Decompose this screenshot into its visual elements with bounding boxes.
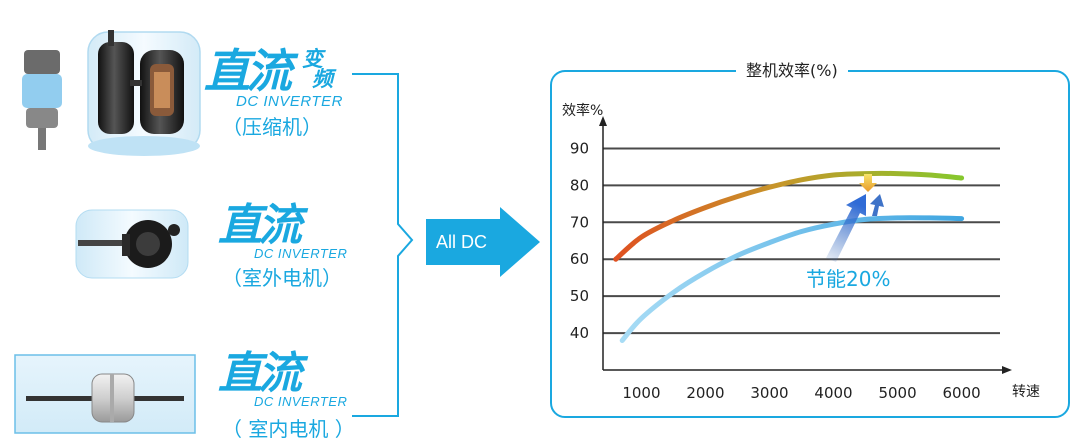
indoor-motor-image bbox=[14, 354, 196, 434]
logo-char-pin: 频 bbox=[312, 66, 333, 91]
y-axis-label: 效率% bbox=[562, 102, 603, 119]
all-dc-label: All DC bbox=[436, 232, 488, 252]
dc-inverter-logo-text: 直流 bbox=[218, 200, 302, 251]
saving-arrow-up-large bbox=[826, 194, 866, 262]
dc-inverter-logo-text: 直流 bbox=[204, 44, 292, 98]
compressor-image bbox=[22, 30, 201, 156]
y-tick-label: 40 bbox=[570, 324, 589, 342]
dc-inverter-label: DC INVERTER bbox=[254, 246, 348, 261]
dc-inverter-logo-text: 直流 bbox=[218, 348, 302, 399]
logo-char-bian: 变 bbox=[302, 46, 323, 71]
y-tick-label: 70 bbox=[570, 213, 589, 231]
dc-inverter-label: DC INVERTER bbox=[236, 93, 343, 110]
series-line-lower bbox=[619, 215, 965, 343]
x-tick-label: 4000 bbox=[814, 384, 852, 402]
y-tick-label: 90 bbox=[570, 139, 589, 157]
saving-arrow-down bbox=[859, 174, 877, 192]
x-tick-label: 3000 bbox=[750, 384, 788, 402]
all-dc-arrow bbox=[426, 207, 540, 277]
dc-inverter-label: DC INVERTER bbox=[254, 394, 348, 409]
y-axis-arrowhead bbox=[599, 116, 607, 126]
outdoor-motor-caption: （室外电机） bbox=[222, 266, 342, 290]
saving-label: 节能20% bbox=[806, 267, 890, 291]
saving-arrow-up-small bbox=[870, 194, 884, 216]
x-axis-arrowhead bbox=[1002, 366, 1012, 374]
y-tick-label: 80 bbox=[570, 176, 589, 194]
chart-title: 整机效率(%) bbox=[736, 63, 848, 79]
series-line-upper bbox=[613, 170, 965, 262]
x-tick-label: 6000 bbox=[942, 384, 980, 402]
x-tick-label: 1000 bbox=[622, 384, 660, 402]
y-tick-label: 50 bbox=[570, 287, 589, 305]
x-axis-label: 转速 bbox=[1012, 384, 1040, 400]
x-tick-label: 2000 bbox=[686, 384, 724, 402]
outdoor-motor-image bbox=[75, 209, 189, 279]
y-tick-label: 60 bbox=[570, 250, 589, 268]
x-tick-label: 5000 bbox=[878, 384, 916, 402]
indoor-motor-caption: （ 室内电机 ） bbox=[222, 417, 355, 441]
compressor-caption: （压缩机） bbox=[222, 115, 322, 139]
